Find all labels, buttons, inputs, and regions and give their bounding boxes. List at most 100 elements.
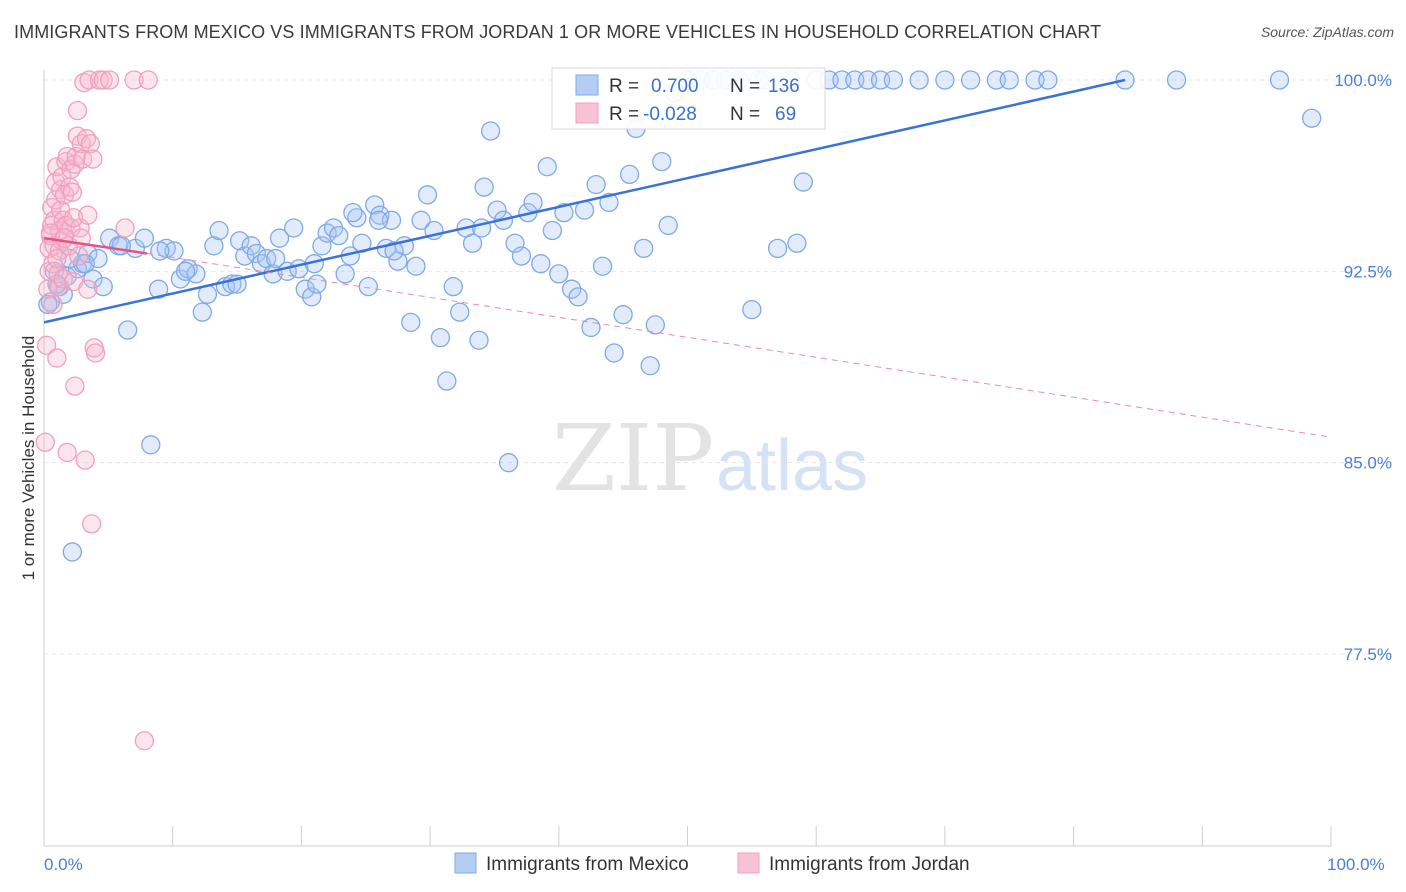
jordan-point bbox=[67, 100, 88, 121]
mexico-point bbox=[909, 70, 929, 90]
mexico-point bbox=[118, 320, 138, 340]
watermark-zip: ZIP bbox=[552, 405, 714, 512]
jordan-point bbox=[36, 335, 57, 355]
mexico-point bbox=[430, 328, 451, 348]
jordan-r-value: -0.028 bbox=[643, 104, 697, 125]
jordan-n-value: 69 bbox=[775, 104, 796, 125]
mexico-point bbox=[209, 220, 229, 241]
mexico-point bbox=[1302, 108, 1322, 128]
mexico-trend-line bbox=[43, 78, 1126, 324]
jordan-point bbox=[54, 228, 75, 248]
legend-mexico-swatch bbox=[454, 852, 477, 874]
jordan-point bbox=[43, 294, 63, 315]
jordan-point bbox=[47, 248, 67, 269]
mexico-point bbox=[634, 238, 654, 259]
mexico-point bbox=[368, 210, 389, 230]
mexico-point bbox=[511, 246, 532, 266]
mexico-point bbox=[235, 246, 255, 266]
mexico-point bbox=[542, 220, 563, 241]
jordan-point bbox=[74, 72, 94, 93]
y-tick-labels: 100.0% 92.5% 85.0% 77.5% bbox=[1334, 71, 1392, 664]
mexico-point bbox=[365, 195, 385, 215]
jordan-point bbox=[124, 70, 144, 90]
x-tick-label-max: 100.0% bbox=[1327, 855, 1385, 874]
mexico-point bbox=[450, 302, 470, 322]
legend-jordan-swatch bbox=[737, 852, 760, 874]
mexico-point bbox=[295, 279, 315, 299]
mexico-point bbox=[62, 542, 82, 562]
mexico-point bbox=[645, 315, 665, 335]
mexico-point bbox=[549, 264, 569, 284]
mexico-point bbox=[148, 279, 169, 299]
mexico-point bbox=[266, 248, 286, 269]
jordan-trend-solid bbox=[43, 236, 148, 255]
mexico-r-label: R = bbox=[609, 76, 639, 97]
jordan-point bbox=[80, 134, 100, 154]
mexico-point bbox=[531, 254, 551, 274]
mexico-point bbox=[883, 70, 904, 90]
jordan-point bbox=[35, 432, 55, 452]
jordan-point bbox=[62, 182, 82, 202]
jordan-point bbox=[57, 442, 77, 463]
mexico-point bbox=[604, 343, 624, 363]
mexico-point bbox=[343, 203, 363, 223]
mexico-point bbox=[406, 256, 426, 276]
mexico-point bbox=[38, 294, 58, 315]
y-axis-label: 1 or more Vehicles in Household bbox=[19, 336, 38, 581]
x-ticks bbox=[172, 826, 1332, 846]
source-label: Source: ZipAtlas.com bbox=[1260, 24, 1394, 40]
mexico-point bbox=[150, 241, 170, 261]
series-mexico-points bbox=[38, 70, 1322, 562]
mexico-point bbox=[246, 243, 267, 264]
mexico-point bbox=[592, 256, 613, 276]
jordan-point bbox=[63, 208, 84, 228]
mexico-point bbox=[652, 151, 672, 172]
jordan-point bbox=[72, 149, 93, 169]
mexico-point bbox=[554, 203, 574, 223]
mexico-point bbox=[437, 371, 457, 391]
mexico-point bbox=[75, 254, 95, 274]
jordan-trend-dashed bbox=[146, 252, 1332, 438]
mexico-point bbox=[335, 264, 355, 284]
mexico-point bbox=[787, 233, 807, 253]
mexico-n-label: N = bbox=[730, 76, 760, 97]
y-tick-label: 100.0% bbox=[1334, 71, 1392, 90]
chart-title: IMMIGRANTS FROM MEXICO VS IMMIGRANTS FRO… bbox=[14, 22, 1102, 42]
mexico-point bbox=[658, 215, 678, 236]
mexico-point bbox=[480, 121, 501, 141]
series-jordan-points bbox=[35, 70, 158, 751]
jordan-point bbox=[138, 70, 158, 90]
mexico-point bbox=[562, 279, 582, 299]
jordan-point bbox=[99, 70, 120, 90]
mexico-point bbox=[742, 299, 762, 320]
mexico-point bbox=[474, 177, 494, 197]
mexico-point bbox=[417, 185, 438, 205]
mexico-point bbox=[175, 261, 196, 281]
mexico-point bbox=[487, 200, 507, 220]
mexico-point bbox=[1038, 70, 1058, 90]
mexico-point bbox=[586, 174, 606, 195]
mexico-point bbox=[1269, 70, 1290, 90]
mexico-point bbox=[111, 236, 131, 256]
mexico-point bbox=[401, 312, 421, 333]
mexico-point bbox=[935, 70, 955, 90]
trend-lines bbox=[43, 78, 1332, 438]
jordan-point bbox=[134, 731, 155, 751]
mexico-point bbox=[302, 287, 322, 307]
watermark-atlas: atlas bbox=[716, 426, 868, 506]
mexico-point bbox=[204, 236, 224, 256]
jordan-point bbox=[78, 279, 98, 299]
jordan-point bbox=[69, 246, 89, 266]
mexico-point bbox=[134, 228, 155, 248]
y-tick-label: 85.0% bbox=[1344, 454, 1392, 473]
mexico-point bbox=[411, 210, 431, 230]
mexico-point bbox=[640, 356, 660, 376]
y-tick-label: 92.5% bbox=[1344, 262, 1392, 281]
mexico-point bbox=[164, 241, 184, 261]
grid-lines bbox=[44, 79, 1392, 655]
jordan-point bbox=[115, 218, 135, 238]
jordan-point bbox=[83, 149, 103, 169]
jordan-point bbox=[47, 348, 67, 368]
mexico-point bbox=[613, 305, 633, 325]
